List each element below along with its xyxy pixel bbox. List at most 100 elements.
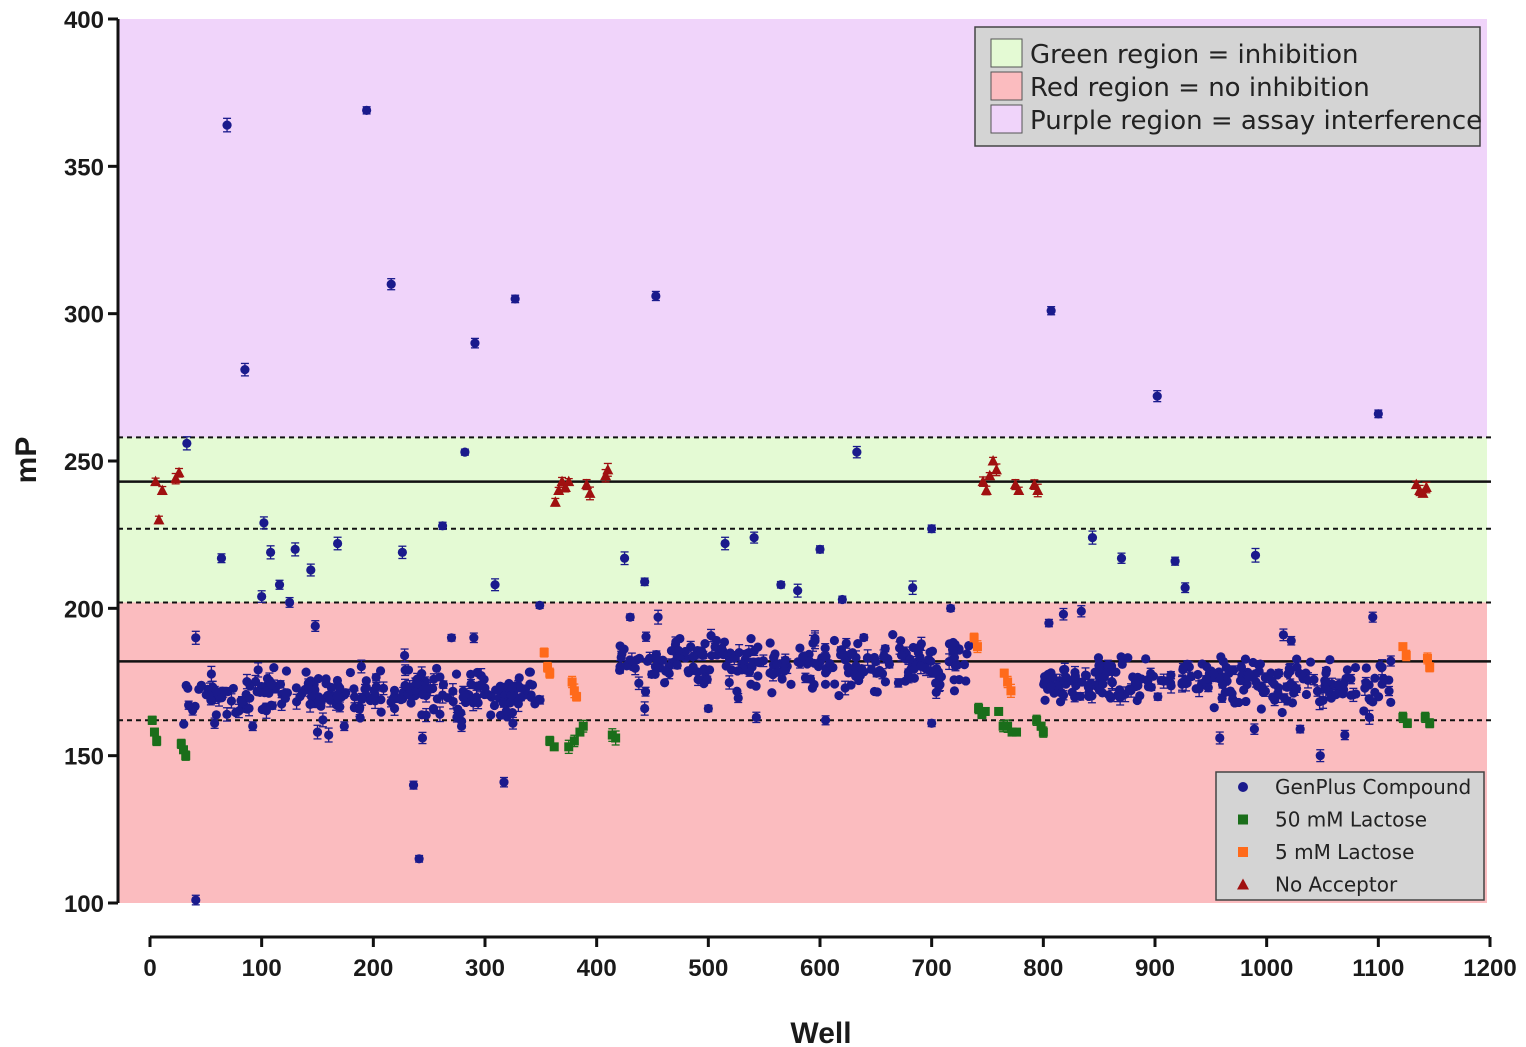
point-genplus-compound <box>1048 672 1058 682</box>
point-no-acceptor <box>173 466 185 478</box>
point-genplus-compound <box>1201 674 1211 684</box>
point-genplus-compound <box>1325 655 1335 665</box>
point-genplus-compound <box>362 105 372 115</box>
point-50-mm-lactose <box>1003 721 1013 731</box>
point-genplus-compound <box>1236 662 1246 672</box>
point-no-acceptor <box>156 484 168 495</box>
point-genplus-compound <box>226 696 237 706</box>
point-genplus-compound <box>949 675 959 685</box>
point-genplus-compound <box>1301 689 1312 700</box>
point-genplus-compound <box>1215 733 1225 743</box>
point-genplus-compound <box>284 597 295 608</box>
x-tick-label: 400 <box>577 955 617 982</box>
point-genplus-compound <box>1340 730 1350 740</box>
point-genplus-compound <box>472 667 482 678</box>
point-50-mm-lactose <box>179 745 188 755</box>
point-genplus-compound <box>231 707 241 718</box>
point-genplus-compound <box>1241 696 1251 707</box>
point-genplus-compound <box>793 586 803 596</box>
point-genplus-compound <box>321 674 331 684</box>
point-genplus-compound <box>742 648 752 659</box>
point-genplus-compound <box>843 662 853 672</box>
point-genplus-compound <box>780 655 790 665</box>
point-50-mm-lactose <box>569 736 579 746</box>
point-no-acceptor <box>581 478 593 490</box>
point-genplus-compound <box>333 538 343 549</box>
point-genplus-compound <box>400 665 410 675</box>
point-genplus-compound <box>378 683 389 693</box>
series-legend-label: GenPlus Compound <box>1275 775 1471 799</box>
point-genplus-compound <box>734 647 744 658</box>
point-genplus-compound <box>222 709 232 720</box>
point-genplus-compound <box>630 663 640 673</box>
point-genplus-compound <box>653 612 663 622</box>
point-genplus-compound <box>510 294 520 304</box>
point-genplus-compound <box>1116 652 1126 662</box>
point-genplus-compound <box>264 688 274 698</box>
point-genplus-compound <box>406 698 416 708</box>
point-genplus-compound <box>438 680 449 690</box>
point-genplus-compound <box>947 645 958 655</box>
point-genplus-compound <box>1364 694 1374 704</box>
point-genplus-compound <box>671 637 681 647</box>
point-genplus-compound <box>489 700 500 711</box>
point-genplus-compound <box>1044 618 1054 628</box>
point-genplus-compound <box>753 671 763 681</box>
point-no-acceptor <box>153 513 165 525</box>
point-genplus-compound <box>1093 653 1104 663</box>
point-genplus-compound <box>1178 665 1188 675</box>
point-no-acceptor <box>600 469 612 481</box>
point-genplus-compound <box>1117 659 1127 669</box>
x-tick-label: 200 <box>353 955 393 982</box>
point-genplus-compound <box>316 696 326 707</box>
point-genplus-compound <box>242 677 252 687</box>
point-50-mm-lactose <box>1398 712 1408 722</box>
point-genplus-compound <box>703 703 713 714</box>
point-genplus-compound <box>1370 687 1380 697</box>
point-genplus-compound <box>228 683 238 694</box>
point-genplus-compound <box>822 666 832 676</box>
point-genplus-compound <box>498 698 508 708</box>
point-genplus-compound <box>625 612 635 622</box>
point-genplus-compound <box>361 682 371 692</box>
point-genplus-compound <box>181 680 191 691</box>
point-50-mm-lactose <box>181 751 191 761</box>
point-genplus-compound <box>357 694 367 704</box>
point-5-mm-lactose <box>569 686 579 696</box>
point-genplus-compound <box>1130 677 1140 687</box>
point-genplus-compound <box>516 683 526 693</box>
point-50-mm-lactose <box>578 721 588 731</box>
point-genplus-compound <box>191 895 201 905</box>
point-genplus-compound <box>1272 670 1283 680</box>
background-regions <box>118 19 1487 903</box>
point-genplus-compound <box>896 650 907 660</box>
point-genplus-compound <box>640 703 650 714</box>
point-genplus-compound <box>312 727 323 737</box>
series-legend-marker <box>1237 878 1249 890</box>
x-axis-ticks: 0 100 200 300 400 500 600 700 800 900 1000 1100 1200 <box>143 937 1517 982</box>
point-genplus-compound <box>210 718 220 728</box>
point-genplus-compound <box>1046 306 1056 316</box>
point-genplus-compound <box>396 694 406 705</box>
point-genplus-compound <box>196 680 206 690</box>
point-genplus-compound <box>1359 706 1369 716</box>
point-genplus-compound <box>470 338 480 348</box>
point-genplus-compound <box>1277 707 1287 718</box>
point-genplus-compound <box>1386 656 1396 666</box>
point-genplus-compound <box>1194 684 1204 694</box>
point-genplus-compound <box>355 713 365 723</box>
point-genplus-compound <box>1305 657 1316 667</box>
point-genplus-compound <box>1209 669 1219 679</box>
point-genplus-compound <box>749 533 759 543</box>
point-genplus-compound <box>754 657 764 668</box>
point-genplus-compound <box>707 650 717 661</box>
point-genplus-compound <box>1253 660 1263 670</box>
point-genplus-compound <box>1067 687 1077 697</box>
point-5-mm-lactose <box>972 642 982 652</box>
point-genplus-compound <box>412 679 422 689</box>
point-50-mm-lactose <box>149 727 159 737</box>
y-tick-label: 200 <box>64 596 104 623</box>
point-genplus-compound <box>1249 724 1259 734</box>
point-genplus-compound <box>182 438 192 448</box>
point-genplus-compound <box>751 712 761 722</box>
